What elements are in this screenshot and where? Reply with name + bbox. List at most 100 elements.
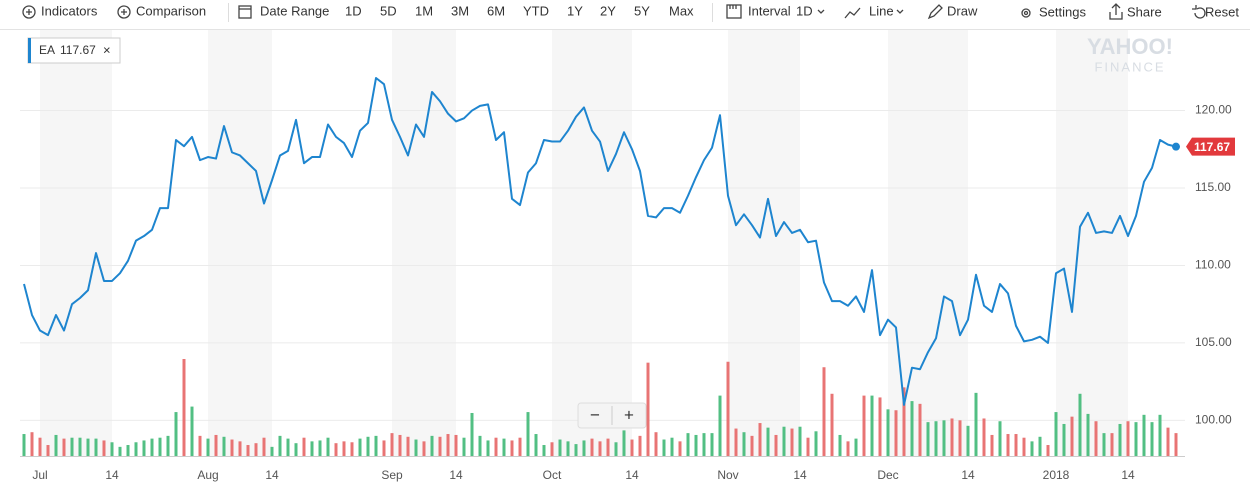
range-2y[interactable]: 2Y <box>600 3 616 18</box>
volume-bar <box>22 434 26 456</box>
legend-value: 117.67 <box>60 43 96 57</box>
volume-bar <box>382 440 386 456</box>
volume-bar <box>494 437 498 456</box>
draw-button[interactable]: Draw <box>947 3 978 18</box>
y-tick-label: 120.00 <box>1195 103 1232 117</box>
volume-bar <box>398 434 402 456</box>
reset-button[interactable]: Reset <box>1205 4 1239 19</box>
share-button[interactable]: Share <box>1127 4 1162 19</box>
volume-bar <box>662 439 666 456</box>
line-type-button[interactable]: Line <box>869 3 894 18</box>
legend-chip[interactable]: EA 117.67 × <box>27 37 121 64</box>
volume-bar <box>638 435 642 456</box>
volume-bar <box>94 438 98 456</box>
volume-bar <box>198 435 202 456</box>
interval-button[interactable]: Interval <box>748 3 791 18</box>
volume-bar <box>1094 421 1098 456</box>
volume-bar <box>846 441 850 456</box>
range-3m[interactable]: 3M <box>451 3 469 18</box>
volume-bar <box>150 438 154 456</box>
volume-bar <box>550 442 554 456</box>
volume-bar <box>990 434 994 456</box>
volume-bar <box>574 444 578 456</box>
volume-bar <box>406 436 410 456</box>
volume-bar <box>118 446 122 456</box>
month-band <box>392 30 456 456</box>
x-tick-label: 14 <box>265 468 279 482</box>
volume-bar <box>334 443 338 456</box>
volume-bar <box>1030 441 1034 456</box>
volume-bar <box>446 434 450 456</box>
range-max[interactable]: Max <box>669 3 694 18</box>
month-bands <box>40 30 1128 456</box>
zoom-out[interactable]: − <box>590 405 600 424</box>
settings-button[interactable]: Settings <box>1039 4 1086 19</box>
volume-bar <box>734 428 738 456</box>
volume-bar <box>390 433 394 456</box>
range-ytd[interactable]: YTD <box>523 3 549 18</box>
volume-bar <box>358 438 362 456</box>
volume-bar <box>686 433 690 456</box>
volume-bar <box>422 441 426 456</box>
range-5d[interactable]: 5D <box>380 3 397 18</box>
volume-bar <box>230 439 234 456</box>
volume-bar <box>878 397 882 456</box>
volume-bar <box>470 412 474 456</box>
volume-bar <box>670 437 674 456</box>
volume-bar <box>1102 433 1106 456</box>
volume-bar <box>86 438 90 456</box>
range-1y[interactable]: 1Y <box>567 3 583 18</box>
month-band <box>208 30 272 456</box>
volume-bar <box>710 433 714 456</box>
volume-bar <box>190 406 194 456</box>
volume-bar <box>142 440 146 456</box>
legend-name: EA <box>39 43 55 57</box>
volume-bar <box>798 426 802 456</box>
volume-bar <box>750 435 754 456</box>
range-1d[interactable]: 1D <box>345 3 362 18</box>
volume-bar <box>766 427 770 456</box>
interval-value[interactable]: 1D <box>796 3 813 18</box>
volume-bar <box>438 436 442 456</box>
volume-bar <box>934 421 938 456</box>
legend-close[interactable]: × <box>103 42 111 57</box>
volume-bar <box>958 420 962 456</box>
volume-bar <box>46 445 50 456</box>
x-tick-label: 14 <box>625 468 639 482</box>
volume-bar <box>702 433 706 456</box>
volume-bar <box>718 395 722 456</box>
zoom-in[interactable]: + <box>624 405 634 424</box>
y-tick-label: 105.00 <box>1195 335 1232 349</box>
x-tick-label: 14 <box>449 468 463 482</box>
volume-bar <box>270 446 274 456</box>
range-6m[interactable]: 6M <box>487 3 505 18</box>
legend-swatch <box>28 38 31 63</box>
volume-bar <box>222 436 226 456</box>
volume-bar <box>374 435 378 456</box>
toolbar-icons <box>22 3 1206 22</box>
volume-bar <box>38 437 42 456</box>
x-tick-label: 2018 <box>1043 468 1070 482</box>
volume-bar <box>910 401 914 456</box>
volume-bar <box>1062 423 1066 456</box>
volume-bar <box>926 422 930 456</box>
volume-bar <box>814 431 818 456</box>
range-5y[interactable]: 5Y <box>634 3 650 18</box>
price-line <box>23 77 1177 406</box>
volume-bar <box>350 442 354 456</box>
volume-bar <box>1150 422 1154 456</box>
comparison-button[interactable]: Comparison <box>136 3 206 18</box>
volume-bar <box>534 434 538 456</box>
volume-bar <box>414 439 418 456</box>
date-range-button[interactable]: Date Range <box>260 3 329 18</box>
volume-bar <box>70 437 74 456</box>
volume-bar <box>886 409 890 456</box>
volume-bar <box>486 440 490 456</box>
volume-bar <box>126 445 130 456</box>
volume-bar <box>286 438 290 456</box>
indicators-button[interactable]: Indicators <box>41 3 98 18</box>
range-1m[interactable]: 1M <box>415 3 433 18</box>
y-tick-label: 100.00 <box>1195 413 1232 427</box>
volume-bar <box>742 432 746 456</box>
